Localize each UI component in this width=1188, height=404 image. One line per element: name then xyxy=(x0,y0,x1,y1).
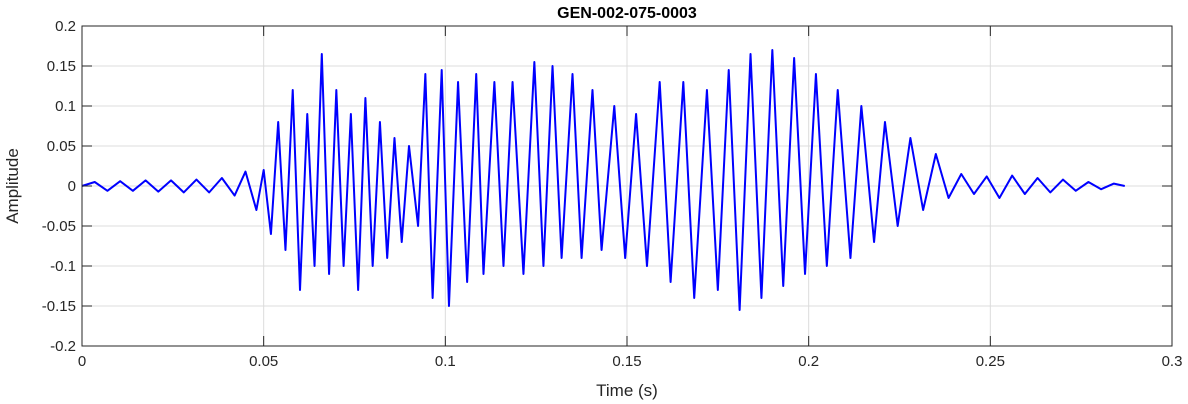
y-axis-title: Amplitude xyxy=(3,148,22,224)
y-tick-label: 0.15 xyxy=(47,58,76,75)
y-tick-label: -0.05 xyxy=(42,218,76,235)
y-tick-label: -0.15 xyxy=(42,298,76,315)
x-tick-label: 0.3 xyxy=(1162,353,1183,370)
y-tick-label: -0.2 xyxy=(50,338,76,355)
series-line xyxy=(81,49,1125,311)
y-tick-label: 0.05 xyxy=(47,138,76,155)
y-tick-label: 0.1 xyxy=(55,98,76,115)
x-axis-title: Time (s) xyxy=(596,381,658,400)
x-tick-label: 0.15 xyxy=(612,353,641,370)
y-tick-label: 0 xyxy=(68,178,76,195)
tick-marks xyxy=(81,25,1173,347)
y-tick-label: -0.1 xyxy=(50,258,76,275)
y-tick-label: 0.2 xyxy=(55,18,76,35)
x-tick-labels: 0 0.05 0.1 0.15 0.2 0.25 0.3 xyxy=(78,353,1183,370)
chart-title: GEN-002-075-0003 xyxy=(557,5,697,22)
x-tick-label: 0.25 xyxy=(976,353,1005,370)
x-tick-label: 0.1 xyxy=(435,353,456,370)
series-group xyxy=(81,49,1125,311)
x-tick-label: 0.05 xyxy=(249,353,278,370)
x-tick-label: 0.2 xyxy=(798,353,819,370)
y-tick-labels: -0.2 -0.15 -0.1 -0.05 0 0.05 0.1 0.15 0.2 xyxy=(42,18,76,355)
x-tick-label: 0 xyxy=(78,353,86,370)
